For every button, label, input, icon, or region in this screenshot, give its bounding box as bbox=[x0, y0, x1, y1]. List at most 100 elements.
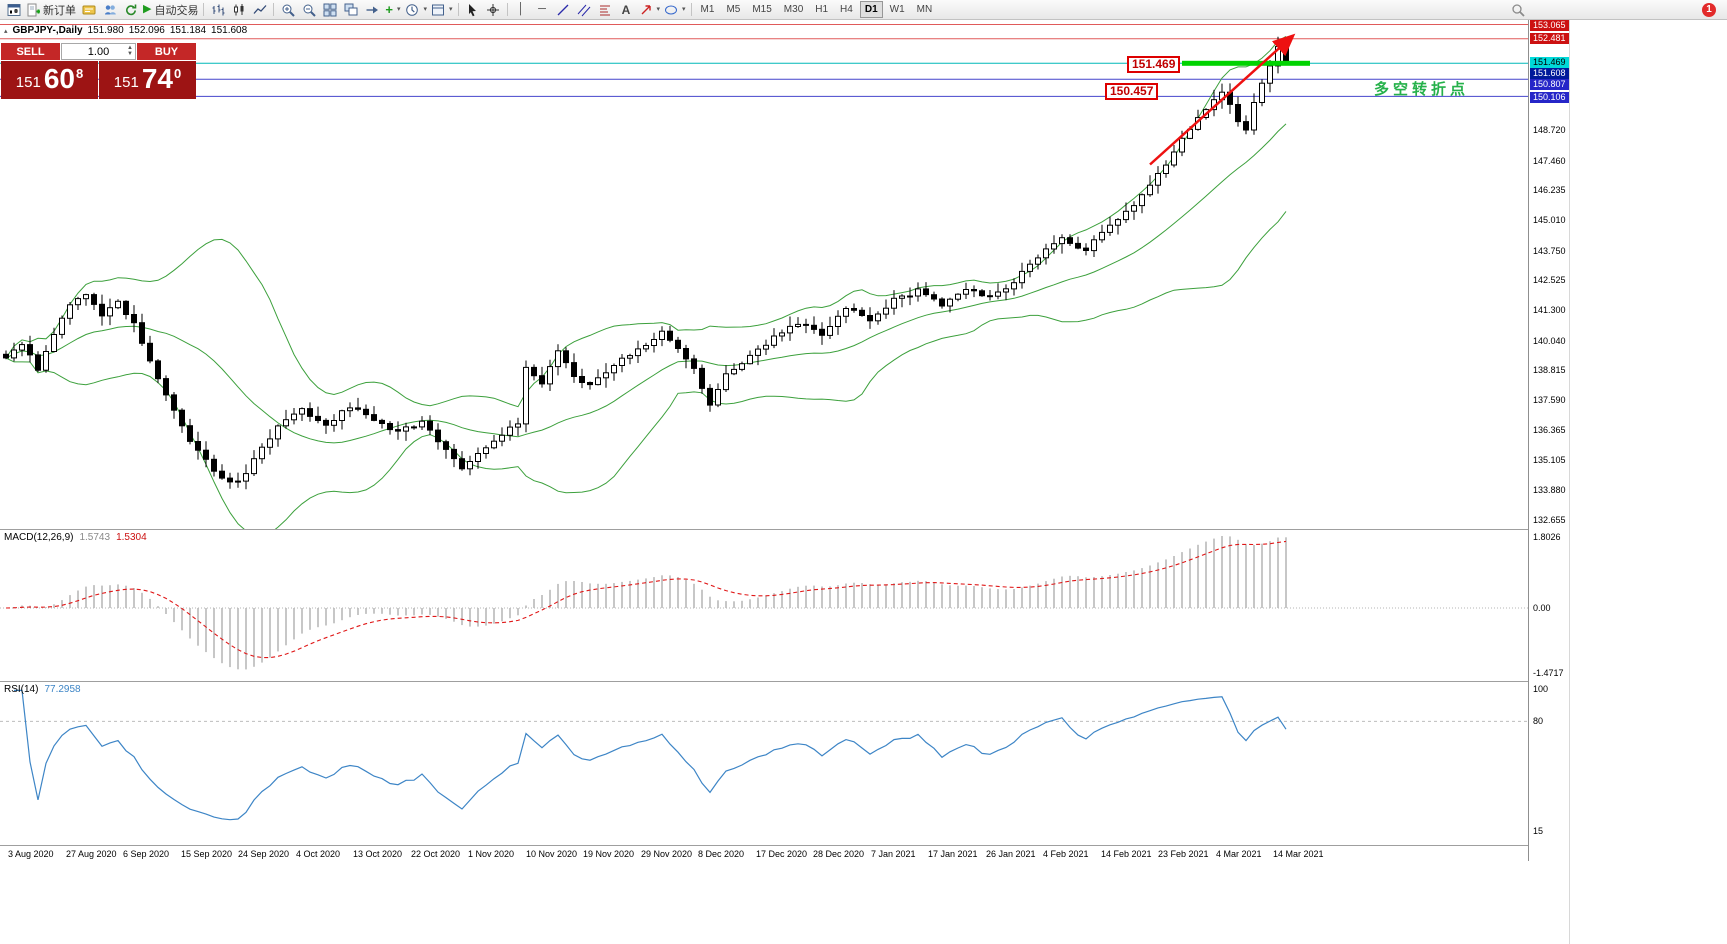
date-axis-label: 17 Jan 2021 bbox=[928, 849, 978, 859]
trendline-icon bbox=[557, 4, 569, 15]
rsi-axis-label: 80 bbox=[1533, 716, 1544, 726]
date-axis-label: 3 Aug 2020 bbox=[8, 849, 54, 859]
volume-spinner[interactable]: ▲ ▼ bbox=[127, 45, 133, 57]
candle-chart-button[interactable] bbox=[228, 1, 249, 19]
trend-arrow[interactable] bbox=[1149, 33, 1296, 166]
date-axis-label: 15 Sep 2020 bbox=[181, 849, 233, 859]
search-button[interactable] bbox=[1507, 1, 1528, 19]
price-annotation-resistance[interactable]: 151.469 bbox=[1127, 56, 1181, 73]
horizontal-line-tool-button[interactable]: ─ bbox=[532, 1, 553, 19]
price-tag: 153.065 bbox=[1530, 20, 1570, 31]
support-highlight-line[interactable] bbox=[1182, 60, 1310, 66]
chart-shift-button[interactable] bbox=[361, 1, 382, 19]
text-tool-button[interactable]: A bbox=[616, 1, 637, 19]
accounts-button[interactable] bbox=[78, 1, 99, 19]
templates-button[interactable]: ▾ bbox=[429, 1, 455, 19]
ohlc-high: 152.096 bbox=[128, 25, 165, 36]
timeframe-m5[interactable]: M5 bbox=[726, 4, 741, 15]
pane-separator[interactable] bbox=[0, 529, 1569, 530]
indicators-button[interactable]: + ▾ bbox=[382, 1, 403, 19]
channel-tool-button[interactable] bbox=[574, 1, 595, 19]
arrows-tool-button[interactable]: ▾ bbox=[637, 1, 663, 19]
cascade-windows-button[interactable] bbox=[340, 1, 361, 19]
shapes-tool-button[interactable]: ▾ bbox=[662, 1, 688, 19]
autotrading-button[interactable]: ▶ 自动交易 bbox=[141, 1, 200, 19]
notification-badge[interactable]: 1 bbox=[1702, 2, 1716, 17]
autotrading-label: 自动交易 bbox=[154, 4, 199, 17]
macd-signal-line bbox=[5, 540, 1287, 659]
date-axis-label: 7 Jan 2021 bbox=[871, 849, 916, 859]
timeframe-m15[interactable]: M15 bbox=[752, 4, 772, 15]
timeframe-m1[interactable]: M1 bbox=[700, 4, 715, 15]
date-axis-label: 23 Feb 2021 bbox=[1158, 849, 1209, 859]
candles bbox=[3, 36, 1289, 490]
timeframe-d1[interactable]: D1 bbox=[859, 1, 883, 18]
buy-price-button[interactable]: 151 74 0 bbox=[99, 61, 196, 99]
ask-big-figure: 151 bbox=[113, 74, 139, 91]
fibonacci-icon bbox=[600, 5, 610, 15]
toolbar-separator bbox=[457, 3, 459, 16]
date-axis-label: 27 Aug 2020 bbox=[66, 849, 117, 859]
new-chart-button[interactable] bbox=[3, 1, 24, 19]
cursor-tool-button[interactable] bbox=[462, 1, 483, 19]
date-axis-label: 26 Jan 2021 bbox=[986, 849, 1036, 859]
chevron-down-icon: ▾ bbox=[397, 6, 401, 13]
rsi-header: RSI(14) 77.2958 bbox=[4, 684, 81, 695]
timeframe-h4[interactable]: H4 bbox=[840, 4, 853, 15]
rsi-value: 77.2958 bbox=[44, 684, 81, 695]
zoom-in-button[interactable] bbox=[277, 1, 298, 19]
bar-chart-icon bbox=[212, 4, 225, 15]
wallet-icon bbox=[82, 5, 95, 14]
date-axis-label: 6 Sep 2020 bbox=[123, 849, 170, 859]
macd-indicator-area[interactable] bbox=[0, 530, 1528, 681]
channel-icon bbox=[577, 4, 591, 16]
buy-button[interactable]: BUY bbox=[137, 43, 196, 60]
new-order-button[interactable]: 新订单 bbox=[24, 1, 78, 19]
price-axis[interactable]: 148.720 147.460 146.235 145.010 143.750 142.5… bbox=[1528, 20, 1570, 861]
bid-pips: 60 bbox=[43, 63, 75, 94]
rsi-indicator-area[interactable] bbox=[0, 682, 1528, 845]
note-annotation[interactable]: 多空转折点 bbox=[1374, 81, 1470, 98]
timeframe-w1[interactable]: W1 bbox=[889, 4, 905, 15]
spin-up-icon[interactable]: ▲ bbox=[127, 45, 133, 51]
sell-price-button[interactable]: 151 60 8 bbox=[1, 61, 98, 99]
zoom-out-icon bbox=[303, 4, 316, 17]
price-axis-label: 148.720 bbox=[1533, 125, 1566, 135]
date-axis-label: 24 Sep 2020 bbox=[238, 849, 290, 859]
community-button[interactable] bbox=[99, 1, 120, 19]
price-axis-label: 142.525 bbox=[1533, 275, 1566, 285]
bar-chart-button[interactable] bbox=[207, 1, 228, 19]
chart-ohlc-header: ▴ GBPJPY-,Daily 151.980 152.096 151.184 … bbox=[4, 25, 247, 36]
spin-down-icon[interactable]: ▼ bbox=[127, 51, 133, 57]
tile-windows-button[interactable] bbox=[319, 1, 340, 19]
trendline-tool-button[interactable] bbox=[553, 1, 574, 19]
volume-input[interactable]: 1.00 ▲ ▼ bbox=[61, 43, 136, 60]
timeframe-m30[interactable]: M30 bbox=[783, 4, 804, 15]
vertical-line-tool-button[interactable]: │ bbox=[511, 1, 532, 19]
date-axis-label: 29 Nov 2020 bbox=[641, 849, 693, 859]
time-axis[interactable]: 3 Aug 2020 27 Aug 2020 6 Sep 2020 15 Sep 20… bbox=[0, 846, 1528, 861]
price-axis-label: 133.880 bbox=[1533, 485, 1566, 495]
fibonacci-tool-button[interactable] bbox=[595, 1, 616, 19]
pane-separator[interactable] bbox=[0, 845, 1569, 846]
macd-main-value: 1.5743 bbox=[79, 532, 111, 543]
price-axis-label: 146.235 bbox=[1533, 185, 1566, 195]
price-axis-label: 138.815 bbox=[1533, 365, 1566, 375]
sell-button[interactable]: SELL bbox=[1, 43, 60, 60]
price-tag: 152.481 bbox=[1530, 33, 1570, 44]
bottom-empty-area bbox=[0, 861, 1569, 944]
timeframe-mn[interactable]: MN bbox=[916, 4, 933, 15]
toolbar-separator bbox=[203, 3, 205, 16]
zoom-out-button[interactable] bbox=[298, 1, 319, 19]
line-chart-button[interactable] bbox=[249, 1, 270, 19]
ohlc-close: 151.608 bbox=[211, 25, 248, 36]
refresh-button[interactable] bbox=[120, 1, 141, 19]
price-annotation-pivot[interactable]: 150.457 bbox=[1105, 83, 1159, 100]
periods-button[interactable]: ▾ bbox=[403, 1, 429, 19]
main-chart-area[interactable] bbox=[0, 20, 1528, 529]
pane-separator[interactable] bbox=[0, 681, 1569, 682]
timeframe-h1[interactable]: H1 bbox=[815, 4, 829, 15]
crosshair-tool-button[interactable] bbox=[483, 1, 504, 19]
users-icon bbox=[104, 4, 116, 14]
template-icon bbox=[431, 4, 444, 15]
